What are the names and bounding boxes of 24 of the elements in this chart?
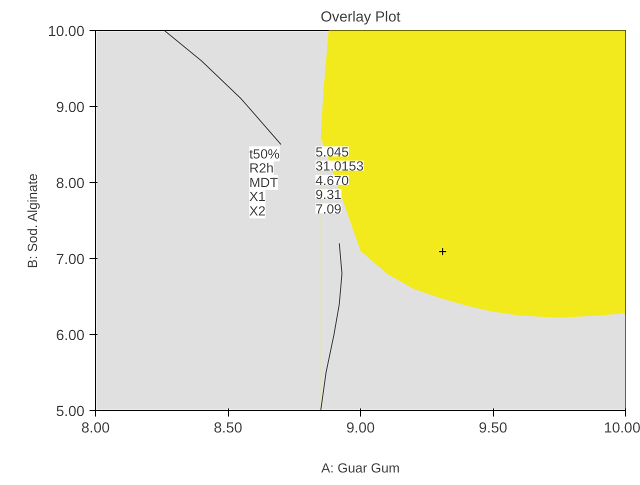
- y-tick-label: 9.00: [56, 100, 85, 116]
- x-tick-label: 10.00: [604, 420, 640, 436]
- x-tick-label: 8.00: [81, 420, 110, 436]
- y-tick-label: 6.00: [56, 328, 85, 344]
- annotation: MDT: [249, 174, 278, 190]
- chart-title: Overlay Plot: [320, 10, 400, 26]
- annotation: X1: [249, 189, 266, 204]
- x-tick-label: 8.50: [214, 420, 242, 436]
- y-tick-label: 8.00: [56, 176, 85, 192]
- annotation: X2: [249, 203, 266, 218]
- annotation: 5.045: [315, 144, 349, 160]
- annotation: 4.670: [315, 172, 349, 188]
- x-tick-label: 9.50: [478, 420, 508, 436]
- y-tick-label: 10.00: [48, 24, 85, 40]
- annotation: t50%: [249, 146, 280, 162]
- y-tick-label: 5.00: [56, 404, 85, 420]
- annotation: 9.31: [315, 187, 342, 202]
- x-tick-label: 9.00: [346, 420, 375, 436]
- y-tick-label: 7.00: [56, 252, 85, 268]
- annotation: 31.0153: [315, 158, 364, 174]
- annotation: 7.09: [315, 201, 342, 216]
- x-axis-title: A: Guar Gum: [321, 460, 400, 476]
- annotation: R2h: [249, 160, 274, 176]
- y-axis-title: B: Sod. Alginate: [24, 173, 40, 268]
